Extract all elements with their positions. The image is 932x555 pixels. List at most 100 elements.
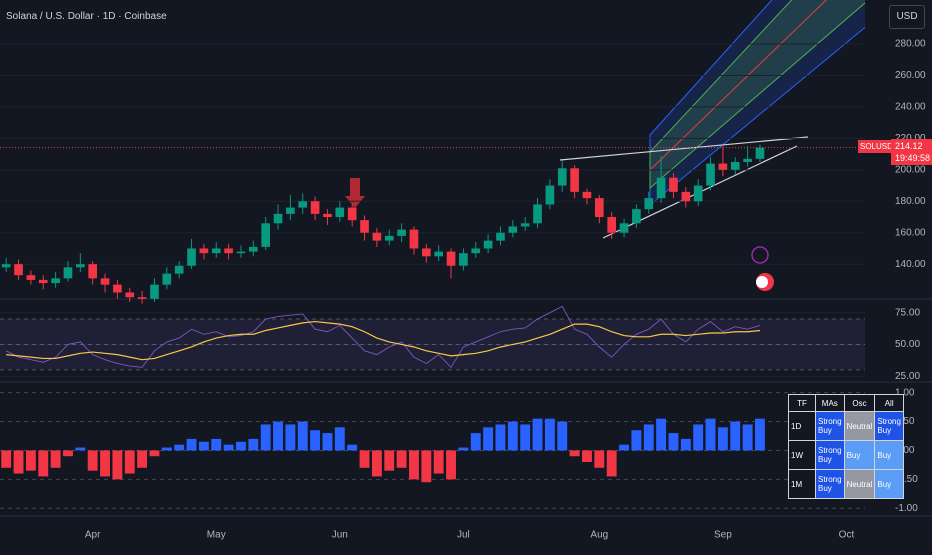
candle-body [248, 246, 258, 252]
histogram-bar [619, 444, 629, 451]
candle-body [632, 209, 641, 224]
arrow-marker [345, 178, 365, 208]
candle-body [681, 191, 691, 202]
rsi-line [5, 305, 761, 369]
histogram-bar [13, 450, 24, 474]
cell: Neutral [843, 469, 876, 499]
candle-body [38, 279, 48, 284]
histogram-bar [38, 450, 49, 477]
candle-body [706, 163, 715, 186]
x-tick-label: Aug [590, 530, 608, 541]
histogram-bar [124, 450, 135, 474]
histogram-bar [594, 450, 605, 468]
y-tick-label: 240.00 [895, 102, 926, 113]
candle-body [520, 223, 530, 227]
y-tick-label: 260.00 [895, 70, 926, 81]
candle-body [384, 235, 394, 241]
cell: Buy [874, 469, 904, 499]
x-tick-label: Oct [839, 530, 855, 541]
currency-button[interactable]: USD [889, 5, 925, 29]
event-icon[interactable] [751, 246, 769, 264]
cell: Osc [843, 394, 876, 412]
cell: All [874, 394, 904, 412]
histogram-bar [433, 450, 444, 474]
y-tick-label: 50.00 [895, 339, 920, 350]
cell: Buy [843, 440, 876, 470]
candle-body [286, 207, 295, 214]
symbol-label: SOLUSD [858, 140, 895, 153]
histogram-bar [520, 424, 531, 451]
candle-body [594, 198, 604, 218]
candle-body [483, 240, 493, 249]
histogram-bar [384, 450, 395, 471]
y-tick-label: 140.00 [895, 259, 926, 270]
histogram-bar [1, 450, 12, 468]
histogram-bar [705, 418, 716, 451]
x-tick-label: Jul [457, 530, 470, 541]
histogram-bar [495, 424, 506, 451]
histogram-bar [334, 427, 345, 451]
x-tick-label: Jun [332, 530, 348, 541]
candle-body [446, 251, 456, 266]
y-tick-label: 1.00 [895, 387, 915, 398]
histogram-bar [742, 424, 753, 451]
candle-body [224, 248, 233, 254]
candle-body [88, 264, 98, 279]
candle-body [570, 168, 579, 192]
histogram-bar [112, 450, 123, 480]
countdown: 19:49:58 [895, 153, 931, 163]
y-tick-label: 280.00 [895, 39, 926, 50]
histogram-bar [668, 433, 679, 451]
candle-body [150, 284, 159, 299]
histogram-bar [483, 427, 494, 451]
candle-body [335, 207, 345, 218]
candle-body [211, 248, 221, 254]
y-tick-label: 25.00 [895, 371, 920, 382]
cell: 1W [788, 440, 816, 470]
histogram-bar [396, 450, 407, 468]
candle-body [459, 253, 468, 266]
histogram-bar [606, 450, 617, 477]
histogram-bar [557, 421, 568, 451]
y-tick-label: 220.00 [895, 133, 926, 144]
histogram-bar [371, 450, 382, 477]
candle-body [137, 297, 147, 299]
chart-title: Solana / U.S. Dollar · 1D · Coinbase [6, 11, 167, 22]
histogram-bar [458, 447, 469, 451]
candle-body [125, 292, 135, 298]
regression-midline [649, 0, 827, 171]
histogram-bar [161, 447, 172, 451]
candle-body [718, 163, 728, 170]
candle-body [199, 248, 209, 254]
histogram-bar [656, 418, 667, 451]
histogram-bar [223, 444, 234, 451]
cell: TF [788, 394, 816, 412]
x-tick-label: Sep [714, 530, 732, 541]
histogram-bar [87, 450, 98, 471]
cell: 1M [788, 469, 816, 499]
histogram-bar [285, 424, 296, 451]
candle-body [51, 278, 60, 284]
histogram-bar [755, 418, 765, 451]
candle-body [261, 223, 271, 247]
candle-body [26, 275, 36, 280]
histogram-bar [260, 424, 271, 451]
histogram-bar [693, 424, 704, 451]
y-tick-label: 0.00 [895, 445, 915, 456]
histogram-bar [544, 418, 555, 451]
histogram-bar [569, 450, 580, 457]
candle-body [310, 201, 320, 214]
histogram-bar [421, 450, 432, 483]
candle-body [273, 213, 283, 224]
histogram-bar [717, 427, 728, 451]
candle-body [557, 168, 567, 186]
candle-body [582, 191, 592, 199]
candle-body [434, 251, 444, 257]
candle-body [187, 248, 196, 266]
histogram-bar [25, 450, 36, 471]
candle-body [743, 158, 752, 162]
candle-body [545, 185, 555, 205]
candle-body [174, 265, 184, 274]
histogram-bar [310, 430, 321, 451]
candle-body [100, 278, 110, 285]
